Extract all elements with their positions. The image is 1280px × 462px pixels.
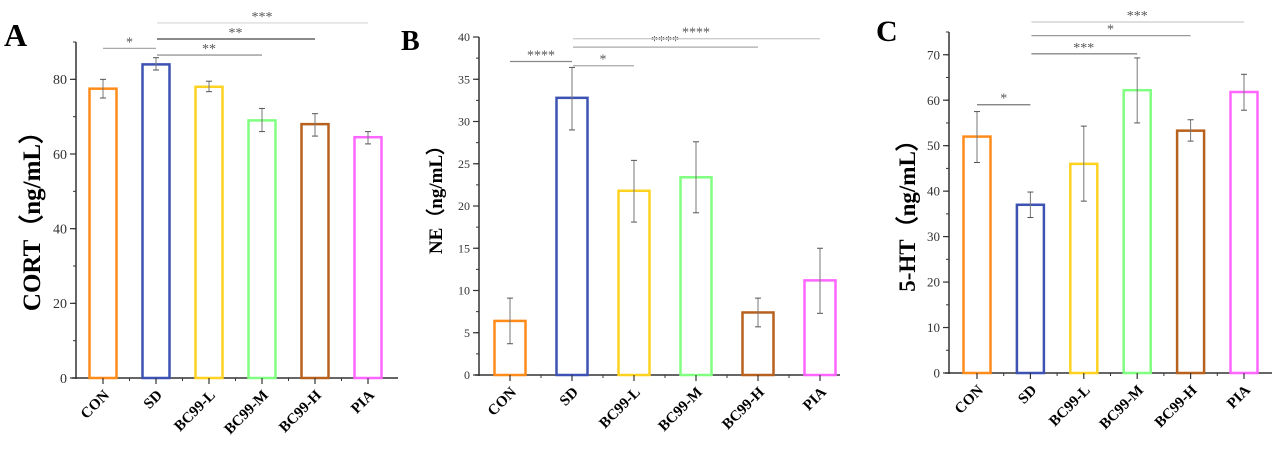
x-tick-label: BC99-H — [719, 384, 768, 433]
x-tick-label: SD — [141, 387, 166, 412]
x-tick-label: CON — [952, 382, 987, 417]
bar-sd — [141, 63, 171, 380]
y-tick-label: 50 — [927, 138, 940, 153]
y-axis-label: 5-HT（ng/mL） — [894, 128, 920, 292]
y-tick-label: 80 — [53, 73, 67, 88]
y-tick-label: 0 — [60, 372, 67, 387]
significance-label: **** — [651, 34, 679, 49]
significance-label: *** — [252, 10, 273, 25]
x-tick-label: BC99-M — [222, 388, 272, 438]
y-tick-label: 10 — [927, 320, 940, 335]
y-tick-label: 40 — [927, 184, 940, 199]
bar-con — [88, 87, 118, 380]
bar-con — [962, 135, 992, 375]
x-tick-label: BC99-L — [1046, 383, 1093, 430]
x-tick-label: BC99-L — [597, 385, 644, 432]
significance-label: *** — [1073, 41, 1094, 56]
y-tick-label: 60 — [53, 148, 67, 163]
bar-sd — [555, 96, 589, 377]
x-tick-label: CON — [78, 387, 113, 422]
x-tick-label: BC99-L — [172, 388, 219, 435]
y-tick-label: 40 — [53, 223, 67, 238]
y-tick-label: 0 — [464, 368, 470, 382]
significance-label: **** — [527, 49, 555, 64]
y-tick-label: 10 — [458, 284, 470, 298]
y-axis-label: CORT（ng/mL） — [17, 119, 46, 311]
significance-label: ** — [202, 42, 216, 57]
significance-label: * — [600, 53, 607, 68]
x-tick-label: BC99-H — [276, 387, 325, 436]
significance-label: * — [126, 35, 133, 50]
significance-label: **** — [682, 26, 710, 41]
chart-panel-B: B NE（ng/mL） 0 5 10 15 20 25 30 35 40 CON SD BC99-L BC9… — [401, 26, 840, 435]
significance-label: * — [1000, 92, 1007, 107]
x-tick-label: PIA — [348, 387, 378, 417]
bar-bc99-m — [1122, 88, 1152, 375]
y-tick-label: 30 — [927, 229, 940, 244]
y-tick-label: 70 — [927, 47, 940, 62]
bar-bc99-m — [247, 119, 277, 380]
y-tick-label: 15 — [458, 241, 470, 255]
x-tick-label: SD — [557, 384, 582, 409]
y-tick-label: 35 — [458, 72, 470, 86]
y-tick-label: 5 — [464, 326, 470, 340]
y-tick-label: 25 — [458, 157, 470, 171]
y-tick-label: 20 — [927, 275, 940, 290]
bar-sd — [1015, 203, 1046, 375]
x-tick-label: BC99-H — [1152, 382, 1201, 431]
x-tick-label: PIA — [800, 384, 830, 414]
significance-label: ** — [229, 26, 243, 41]
x-tick-label: PIA — [1224, 382, 1254, 412]
x-tick-label: BC99-M — [1097, 383, 1147, 433]
y-tick-label: 0 — [934, 366, 941, 381]
bar-pia — [353, 135, 383, 380]
y-tick-label: 20 — [53, 297, 67, 312]
significance-label: *** — [1127, 9, 1148, 24]
y-tick-label: 30 — [458, 115, 470, 129]
bar-bc99-h — [1175, 129, 1206, 375]
y-axis-label: NE（ng/mL） — [424, 136, 447, 254]
panel-label: B — [401, 26, 420, 57]
x-tick-label: BC99-M — [656, 385, 706, 435]
panel-label: A — [4, 17, 27, 53]
panel-label: C — [876, 15, 898, 48]
chart-panel-A: A CORT（ng/mL） 0 20 40 60 80 CON SD BC99-L BC99-M BC… — [4, 10, 398, 438]
significance-label: * — [1107, 23, 1114, 38]
y-tick-label: 40 — [458, 30, 470, 44]
bar-pia — [1229, 90, 1259, 375]
x-tick-label: SD — [1015, 382, 1040, 407]
bar-bc99-h — [300, 122, 330, 380]
y-tick-label: 20 — [458, 199, 470, 213]
x-tick-label: CON — [485, 384, 520, 419]
y-tick-label: 60 — [927, 93, 940, 108]
bar-bc99-l — [194, 85, 224, 380]
